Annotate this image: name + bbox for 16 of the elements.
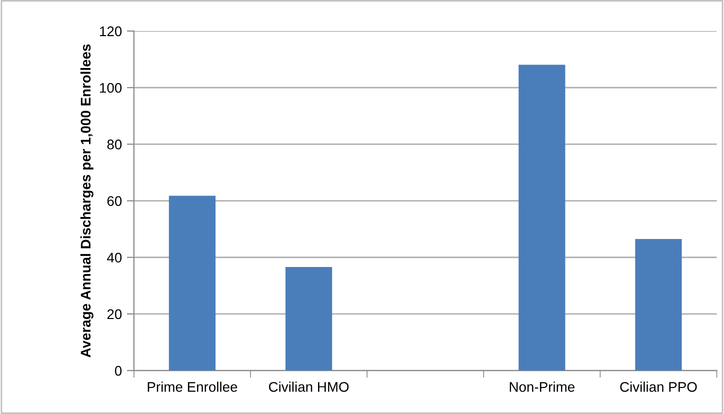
x-tick-label: Civilian HMO [268,382,349,392]
bar [168,196,216,371]
y-tick-label: 100 [100,82,122,93]
bar [285,266,332,371]
x-tick-label: Civilian PPO [620,382,697,392]
y-tick-label: 80 [107,140,122,150]
y-axis-title: Average Annual Discharges per 1,000 Enrollees [80,44,94,358]
y-tick-label: 60 [107,196,122,206]
y-tick-label: 20 [107,309,122,320]
bar [635,238,682,371]
y-tick-label: 40 [107,252,122,263]
bar [518,64,566,371]
x-tick-label: Prime Enrollee [148,382,238,392]
x-tick-label: Non-Prime [510,382,574,392]
y-tick-label: 120 [100,26,122,36]
y-tick-label: 0 [114,366,122,376]
